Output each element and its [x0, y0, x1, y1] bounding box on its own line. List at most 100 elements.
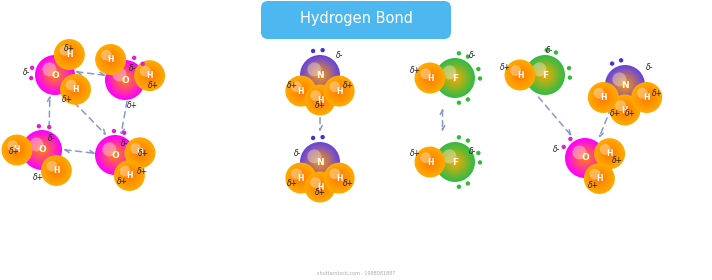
- Circle shape: [139, 152, 141, 154]
- Circle shape: [603, 147, 617, 160]
- Circle shape: [580, 152, 590, 164]
- Circle shape: [108, 62, 143, 98]
- Circle shape: [538, 68, 552, 82]
- Circle shape: [594, 138, 625, 169]
- Circle shape: [295, 85, 307, 97]
- Circle shape: [437, 60, 473, 96]
- Circle shape: [14, 146, 21, 153]
- Circle shape: [65, 50, 73, 59]
- Text: N: N: [621, 81, 629, 90]
- Circle shape: [66, 51, 73, 58]
- Circle shape: [28, 136, 56, 164]
- Circle shape: [314, 94, 326, 106]
- Circle shape: [42, 62, 68, 88]
- Circle shape: [68, 81, 83, 97]
- Circle shape: [330, 169, 349, 188]
- Circle shape: [73, 87, 78, 92]
- Circle shape: [583, 156, 587, 160]
- Circle shape: [132, 145, 147, 160]
- Circle shape: [63, 76, 88, 102]
- Circle shape: [26, 134, 58, 165]
- Circle shape: [122, 131, 127, 135]
- Circle shape: [447, 70, 463, 86]
- Circle shape: [63, 48, 75, 60]
- Circle shape: [39, 59, 70, 90]
- Circle shape: [453, 160, 457, 164]
- Circle shape: [292, 169, 310, 187]
- Circle shape: [589, 83, 618, 112]
- Circle shape: [439, 62, 471, 94]
- Circle shape: [310, 90, 330, 109]
- Circle shape: [607, 151, 612, 156]
- Text: H: H: [298, 87, 304, 95]
- Text: shutterstock.com · 1998081887: shutterstock.com · 1998081887: [317, 271, 395, 276]
- Circle shape: [326, 165, 352, 191]
- Circle shape: [313, 155, 327, 169]
- Circle shape: [308, 150, 321, 164]
- Circle shape: [599, 178, 600, 179]
- Circle shape: [645, 96, 649, 99]
- Circle shape: [609, 153, 610, 155]
- Circle shape: [122, 169, 136, 182]
- Circle shape: [291, 169, 310, 188]
- Text: H: H: [426, 158, 433, 167]
- Circle shape: [44, 158, 68, 183]
- Circle shape: [642, 93, 651, 102]
- Circle shape: [95, 44, 126, 75]
- Circle shape: [333, 171, 346, 185]
- Text: δ+: δ+: [624, 109, 636, 118]
- Circle shape: [313, 68, 327, 82]
- Circle shape: [132, 56, 137, 60]
- Circle shape: [597, 176, 602, 181]
- Circle shape: [124, 79, 126, 81]
- Circle shape: [310, 177, 321, 188]
- Circle shape: [22, 130, 62, 170]
- Circle shape: [305, 60, 335, 89]
- Circle shape: [105, 54, 116, 65]
- Circle shape: [310, 152, 330, 172]
- Circle shape: [110, 59, 112, 60]
- Circle shape: [456, 101, 461, 105]
- Circle shape: [131, 144, 149, 162]
- Circle shape: [641, 92, 653, 104]
- Circle shape: [638, 89, 655, 106]
- Text: δ+: δ+: [9, 148, 19, 157]
- Circle shape: [53, 73, 57, 77]
- Circle shape: [600, 143, 620, 164]
- Circle shape: [584, 163, 615, 194]
- Circle shape: [598, 92, 609, 103]
- Text: δ-: δ-: [23, 67, 31, 76]
- Circle shape: [518, 73, 523, 78]
- Circle shape: [317, 159, 323, 165]
- Circle shape: [140, 66, 151, 77]
- Circle shape: [291, 81, 302, 92]
- Circle shape: [333, 85, 345, 97]
- Circle shape: [619, 104, 631, 116]
- Circle shape: [34, 142, 50, 158]
- Text: H: H: [517, 71, 523, 80]
- Circle shape: [70, 83, 81, 95]
- Circle shape: [616, 101, 634, 120]
- Circle shape: [587, 166, 612, 190]
- Circle shape: [291, 81, 310, 101]
- Circle shape: [310, 90, 321, 101]
- Circle shape: [565, 138, 605, 178]
- Circle shape: [511, 66, 530, 85]
- Circle shape: [315, 69, 325, 81]
- Circle shape: [4, 136, 31, 164]
- Circle shape: [423, 71, 437, 85]
- Circle shape: [334, 173, 345, 183]
- Circle shape: [596, 90, 611, 105]
- Text: F: F: [542, 71, 548, 80]
- Circle shape: [66, 80, 77, 90]
- Circle shape: [331, 170, 347, 186]
- Circle shape: [519, 74, 521, 76]
- Circle shape: [506, 60, 535, 90]
- Text: O: O: [121, 76, 129, 85]
- Circle shape: [642, 92, 651, 103]
- Text: δ+: δ+: [137, 148, 149, 157]
- Circle shape: [637, 88, 656, 107]
- Circle shape: [615, 75, 635, 95]
- Circle shape: [590, 85, 617, 110]
- Circle shape: [308, 175, 332, 199]
